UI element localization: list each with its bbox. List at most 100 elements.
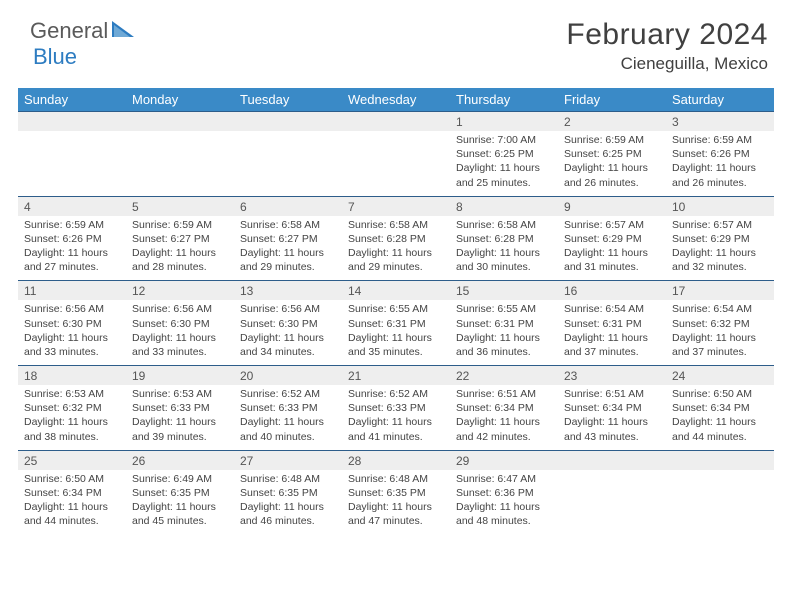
day-number-cell bbox=[126, 112, 234, 132]
day-number-cell bbox=[558, 450, 666, 470]
sunset-line: Sunset: 6:35 PM bbox=[240, 486, 336, 500]
brand-triangle-icon bbox=[112, 19, 138, 44]
brand-logo: General bbox=[30, 18, 140, 44]
day-number-cell: 19 bbox=[126, 366, 234, 386]
day-detail-cell: Sunrise: 6:57 AMSunset: 6:29 PMDaylight:… bbox=[558, 216, 666, 281]
day-number-cell: 1 bbox=[450, 112, 558, 132]
sunrise-line: Sunrise: 6:53 AM bbox=[132, 387, 228, 401]
sunrise-line: Sunrise: 6:58 AM bbox=[240, 218, 336, 232]
sunset-line: Sunset: 6:34 PM bbox=[456, 401, 552, 415]
sunset-line: Sunset: 6:31 PM bbox=[348, 317, 444, 331]
daylight-line: Daylight: 11 hours and 27 minutes. bbox=[24, 246, 120, 274]
daylight-line: Daylight: 11 hours and 47 minutes. bbox=[348, 500, 444, 528]
sunrise-line: Sunrise: 6:58 AM bbox=[348, 218, 444, 232]
sunset-line: Sunset: 6:26 PM bbox=[672, 147, 768, 161]
day-number-cell: 20 bbox=[234, 366, 342, 386]
day-detail-cell: Sunrise: 6:56 AMSunset: 6:30 PMDaylight:… bbox=[18, 300, 126, 365]
day-detail-cell: Sunrise: 6:47 AMSunset: 6:36 PMDaylight:… bbox=[450, 470, 558, 535]
sunrise-line: Sunrise: 6:59 AM bbox=[24, 218, 120, 232]
day-number-row: 123 bbox=[18, 112, 774, 132]
sunset-line: Sunset: 6:29 PM bbox=[672, 232, 768, 246]
sunset-line: Sunset: 6:36 PM bbox=[456, 486, 552, 500]
day-detail-cell: Sunrise: 6:50 AMSunset: 6:34 PMDaylight:… bbox=[666, 385, 774, 450]
daylight-line: Daylight: 11 hours and 38 minutes. bbox=[24, 415, 120, 443]
day-detail-cell: Sunrise: 6:56 AMSunset: 6:30 PMDaylight:… bbox=[234, 300, 342, 365]
sunset-line: Sunset: 6:30 PM bbox=[24, 317, 120, 331]
day-number-cell: 29 bbox=[450, 450, 558, 470]
day-detail-row: Sunrise: 6:59 AMSunset: 6:26 PMDaylight:… bbox=[18, 216, 774, 281]
day-number-cell: 14 bbox=[342, 281, 450, 301]
day-number-cell: 12 bbox=[126, 281, 234, 301]
sunset-line: Sunset: 6:33 PM bbox=[132, 401, 228, 415]
daylight-line: Daylight: 11 hours and 33 minutes. bbox=[24, 331, 120, 359]
sunrise-line: Sunrise: 6:55 AM bbox=[348, 302, 444, 316]
day-number-cell: 16 bbox=[558, 281, 666, 301]
daylight-line: Daylight: 11 hours and 26 minutes. bbox=[564, 161, 660, 189]
sunset-line: Sunset: 6:25 PM bbox=[456, 147, 552, 161]
day-number-cell: 22 bbox=[450, 366, 558, 386]
day-number-cell: 4 bbox=[18, 196, 126, 216]
day-detail-cell: Sunrise: 6:59 AMSunset: 6:26 PMDaylight:… bbox=[666, 131, 774, 196]
daylight-line: Daylight: 11 hours and 30 minutes. bbox=[456, 246, 552, 274]
weekday-header: Monday bbox=[126, 88, 234, 112]
daylight-line: Daylight: 11 hours and 45 minutes. bbox=[132, 500, 228, 528]
day-number-cell: 7 bbox=[342, 196, 450, 216]
sunrise-line: Sunrise: 6:48 AM bbox=[348, 472, 444, 486]
day-number-cell: 11 bbox=[18, 281, 126, 301]
day-number-cell: 21 bbox=[342, 366, 450, 386]
brand-part2: Blue bbox=[33, 44, 77, 69]
sunrise-line: Sunrise: 6:50 AM bbox=[672, 387, 768, 401]
header: General February 2024 Cieneguilla, Mexic… bbox=[0, 0, 792, 82]
day-detail-cell: Sunrise: 6:55 AMSunset: 6:31 PMDaylight:… bbox=[450, 300, 558, 365]
daylight-line: Daylight: 11 hours and 42 minutes. bbox=[456, 415, 552, 443]
daylight-line: Daylight: 11 hours and 44 minutes. bbox=[672, 415, 768, 443]
day-detail-cell: Sunrise: 6:48 AMSunset: 6:35 PMDaylight:… bbox=[234, 470, 342, 535]
sunset-line: Sunset: 6:31 PM bbox=[456, 317, 552, 331]
day-number-cell: 2 bbox=[558, 112, 666, 132]
sunset-line: Sunset: 6:32 PM bbox=[672, 317, 768, 331]
sunset-line: Sunset: 6:28 PM bbox=[348, 232, 444, 246]
brand-part2-wrap: Blue bbox=[33, 44, 77, 70]
day-number-cell bbox=[234, 112, 342, 132]
day-number-cell: 10 bbox=[666, 196, 774, 216]
daylight-line: Daylight: 11 hours and 44 minutes. bbox=[24, 500, 120, 528]
sunrise-line: Sunrise: 6:57 AM bbox=[564, 218, 660, 232]
daylight-line: Daylight: 11 hours and 40 minutes. bbox=[240, 415, 336, 443]
weekday-header: Saturday bbox=[666, 88, 774, 112]
day-detail-cell bbox=[18, 131, 126, 196]
daylight-line: Daylight: 11 hours and 31 minutes. bbox=[564, 246, 660, 274]
day-detail-cell: Sunrise: 6:55 AMSunset: 6:31 PMDaylight:… bbox=[342, 300, 450, 365]
day-number-cell: 15 bbox=[450, 281, 558, 301]
sunrise-line: Sunrise: 7:00 AM bbox=[456, 133, 552, 147]
daylight-line: Daylight: 11 hours and 36 minutes. bbox=[456, 331, 552, 359]
weekday-header: Thursday bbox=[450, 88, 558, 112]
day-detail-cell bbox=[234, 131, 342, 196]
sunrise-line: Sunrise: 6:57 AM bbox=[672, 218, 768, 232]
day-number-row: 18192021222324 bbox=[18, 366, 774, 386]
weekday-header-row: Sunday Monday Tuesday Wednesday Thursday… bbox=[18, 88, 774, 112]
day-detail-cell: Sunrise: 6:59 AMSunset: 6:27 PMDaylight:… bbox=[126, 216, 234, 281]
day-number-cell: 3 bbox=[666, 112, 774, 132]
day-detail-cell: Sunrise: 6:51 AMSunset: 6:34 PMDaylight:… bbox=[558, 385, 666, 450]
sunrise-line: Sunrise: 6:58 AM bbox=[456, 218, 552, 232]
day-detail-cell: Sunrise: 7:00 AMSunset: 6:25 PMDaylight:… bbox=[450, 131, 558, 196]
daylight-line: Daylight: 11 hours and 33 minutes. bbox=[132, 331, 228, 359]
weekday-header: Friday bbox=[558, 88, 666, 112]
brand-part1: General bbox=[30, 18, 108, 44]
day-detail-cell: Sunrise: 6:54 AMSunset: 6:32 PMDaylight:… bbox=[666, 300, 774, 365]
daylight-line: Daylight: 11 hours and 48 minutes. bbox=[456, 500, 552, 528]
day-number-cell: 24 bbox=[666, 366, 774, 386]
day-number-cell: 13 bbox=[234, 281, 342, 301]
daylight-line: Daylight: 11 hours and 43 minutes. bbox=[564, 415, 660, 443]
sunrise-line: Sunrise: 6:47 AM bbox=[456, 472, 552, 486]
day-number-cell: 6 bbox=[234, 196, 342, 216]
day-number-cell: 25 bbox=[18, 450, 126, 470]
sunrise-line: Sunrise: 6:59 AM bbox=[672, 133, 768, 147]
sunset-line: Sunset: 6:35 PM bbox=[132, 486, 228, 500]
sunrise-line: Sunrise: 6:51 AM bbox=[564, 387, 660, 401]
daylight-line: Daylight: 11 hours and 37 minutes. bbox=[564, 331, 660, 359]
day-number-cell: 17 bbox=[666, 281, 774, 301]
month-title: February 2024 bbox=[566, 18, 768, 52]
sunset-line: Sunset: 6:25 PM bbox=[564, 147, 660, 161]
sunrise-line: Sunrise: 6:49 AM bbox=[132, 472, 228, 486]
